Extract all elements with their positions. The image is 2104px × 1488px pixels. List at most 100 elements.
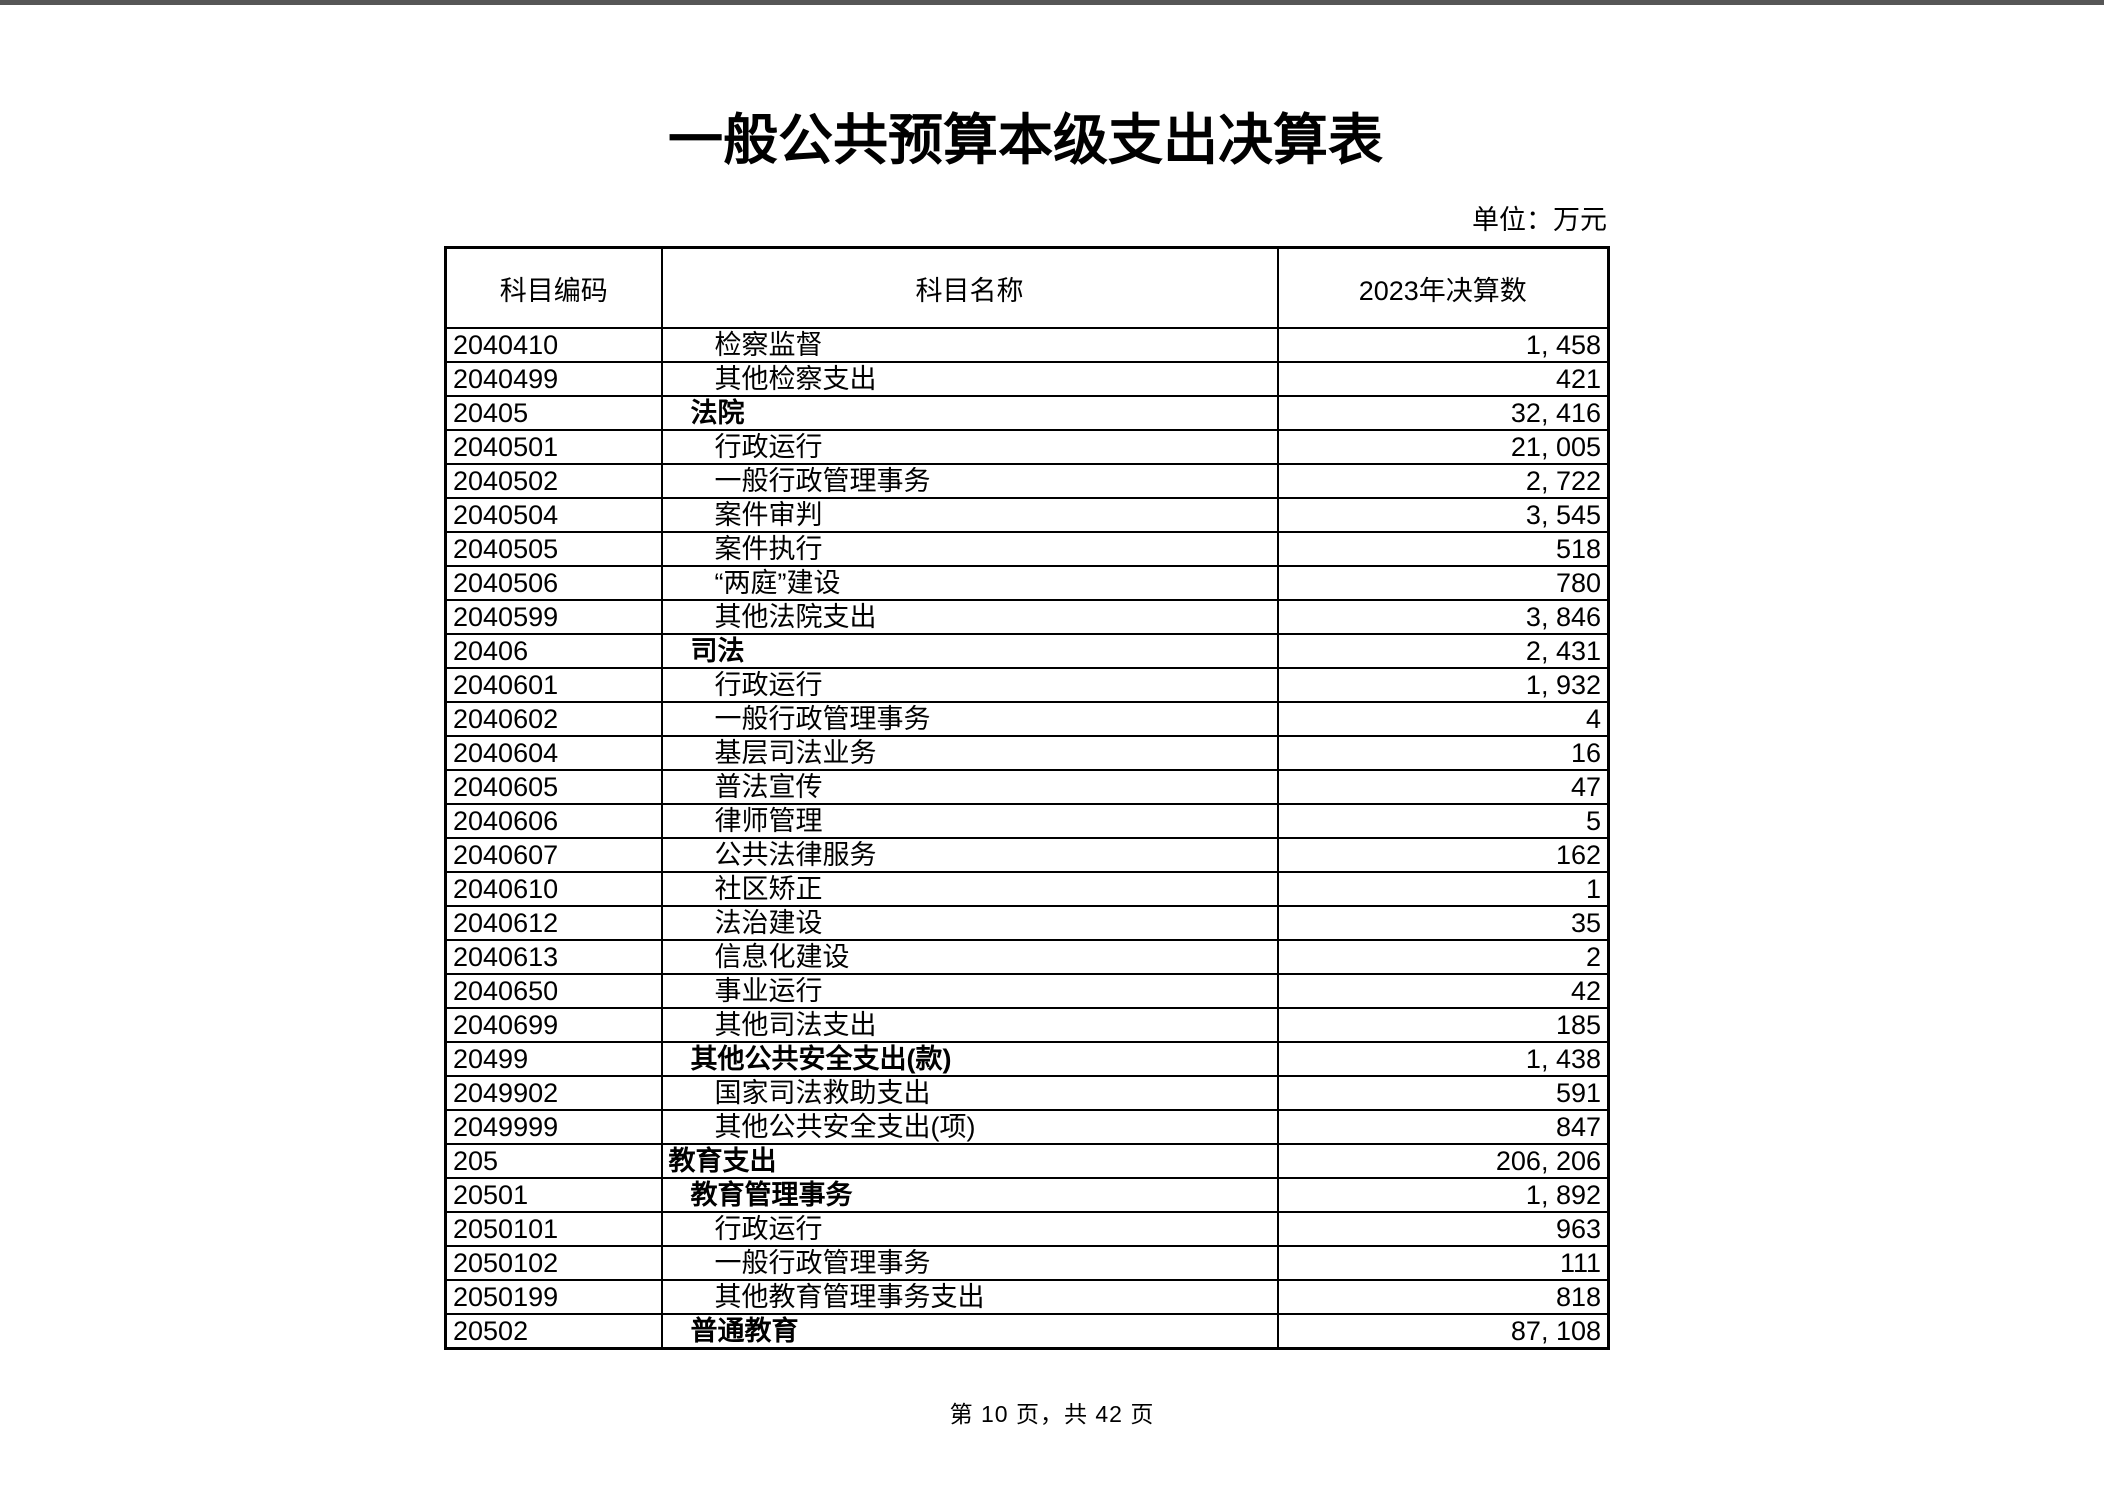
amount-cell: 21, 005	[1276, 429, 1610, 465]
table-row: 2040502 一般行政管理事务 2, 722	[444, 463, 1610, 499]
subject-code-cell: 2040505	[444, 531, 663, 567]
subject-code-cell: 2040602	[444, 701, 663, 737]
amount-cell: 1, 932	[1276, 667, 1610, 703]
table-header-row: 科目编码 科目名称 2023年决算数	[444, 246, 1610, 329]
subject-name-cell: 行政运行	[660, 1211, 1279, 1247]
table-row: 2040499 其他检察支出 421	[444, 361, 1610, 397]
unit-label: 单位：万元	[1472, 205, 1607, 235]
table-row: 2040612 法治建设 35	[444, 905, 1610, 941]
page-number-footer: 第 10 页，共 42 页	[949, 1401, 1155, 1427]
subject-name-cell: 公共法律服务	[660, 837, 1279, 873]
table-row: 2040650 事业运行 42	[444, 973, 1610, 1009]
subject-name-cell: 信息化建设	[660, 939, 1279, 975]
subject-name-cell: 教育支出	[660, 1143, 1279, 1179]
subject-name-cell: 其他公共安全支出(项)	[660, 1109, 1279, 1145]
amount-cell: 1	[1276, 871, 1610, 907]
amount-cell: 847	[1276, 1109, 1610, 1145]
amount-cell: 2	[1276, 939, 1610, 975]
table-row: 205 教育支出 206, 206	[444, 1143, 1610, 1179]
subject-code-cell: 2040612	[444, 905, 663, 941]
table-row: 2040606 律师管理 5	[444, 803, 1610, 839]
subject-name-cell: 普通教育	[660, 1313, 1279, 1350]
subject-name-cell: 其他检察支出	[660, 361, 1279, 397]
subject-code-cell: 2040604	[444, 735, 663, 771]
subject-code-cell: 2040499	[444, 361, 663, 397]
subject-name-cell: 国家司法救助支出	[660, 1075, 1279, 1111]
table-row: 2040602 一般行政管理事务 4	[444, 701, 1610, 737]
subject-name-cell: 其他司法支出	[660, 1007, 1279, 1043]
amount-cell: 162	[1276, 837, 1610, 873]
amount-cell: 4	[1276, 701, 1610, 737]
page-title: 一般公共预算本级支出决算表	[667, 109, 1383, 171]
subject-name-cell: 其他法院支出	[660, 599, 1279, 635]
table-row: 2049999 其他公共安全支出(项) 847	[444, 1109, 1610, 1145]
subject-code-cell: 2040599	[444, 599, 663, 635]
subject-name-cell: 法院	[660, 395, 1279, 431]
column-header-subject-name: 科目名称	[660, 246, 1279, 329]
subject-name-cell: 其他公共安全支出(款)	[660, 1041, 1279, 1077]
subject-code-cell: 2040601	[444, 667, 663, 703]
amount-cell: 206, 206	[1276, 1143, 1610, 1179]
table-row: 20406 司法 2, 431	[444, 633, 1610, 669]
subject-name-cell: 普法宣传	[660, 769, 1279, 805]
amount-cell: 780	[1276, 565, 1610, 601]
table-row: 20502 普通教育 87, 108	[444, 1313, 1610, 1350]
amount-cell: 1, 438	[1276, 1041, 1610, 1077]
amount-cell: 1, 892	[1276, 1177, 1610, 1213]
subject-name-cell: 基层司法业务	[660, 735, 1279, 771]
table-row: 2050101 行政运行 963	[444, 1211, 1610, 1247]
amount-cell: 35	[1276, 905, 1610, 941]
subject-name-cell: 社区矫正	[660, 871, 1279, 907]
subject-code-cell: 2040504	[444, 497, 663, 533]
amount-cell: 47	[1276, 769, 1610, 805]
table-row: 2040505 案件执行 518	[444, 531, 1610, 567]
subject-code-cell: 2049902	[444, 1075, 663, 1111]
table-row: 2040607 公共法律服务 162	[444, 837, 1610, 873]
subject-code-cell: 205	[444, 1143, 663, 1179]
table-row: 2040410 检察监督 1, 458	[444, 327, 1610, 363]
subject-code-cell: 2040410	[444, 327, 663, 363]
table-header: 科目编码 科目名称 2023年决算数	[444, 246, 1610, 329]
amount-cell: 818	[1276, 1279, 1610, 1315]
subject-code-cell: 2040699	[444, 1007, 663, 1043]
subject-name-cell: “两庭”建设	[660, 565, 1279, 601]
amount-cell: 5	[1276, 803, 1610, 839]
subject-name-cell: 一般行政管理事务	[660, 463, 1279, 499]
subject-code-cell: 2040613	[444, 939, 663, 975]
column-header-amount-2023: 2023年决算数	[1276, 246, 1610, 329]
subject-code-cell: 2040650	[444, 973, 663, 1009]
column-header-subject-code: 科目编码	[444, 246, 663, 329]
amount-cell: 111	[1276, 1245, 1610, 1281]
budget-table: 科目编码 科目名称 2023年决算数 2040410 检察监督 1, 458 2040…	[444, 246, 1610, 1350]
table-row: 2040613 信息化建设 2	[444, 939, 1610, 975]
subject-code-cell: 2049999	[444, 1109, 663, 1145]
amount-cell: 87, 108	[1276, 1313, 1610, 1350]
table-row: 2050199 其他教育管理事务支出 818	[444, 1279, 1610, 1315]
subject-name-cell: 案件执行	[660, 531, 1279, 567]
table-row: 20499 其他公共安全支出(款) 1, 438	[444, 1041, 1610, 1077]
subject-name-cell: 检察监督	[660, 327, 1279, 363]
table-row: 2040605 普法宣传 47	[444, 769, 1610, 805]
amount-cell: 3, 545	[1276, 497, 1610, 533]
subject-code-cell: 2040502	[444, 463, 663, 499]
amount-cell: 963	[1276, 1211, 1610, 1247]
amount-cell: 3, 846	[1276, 599, 1610, 635]
table-row: 2040506 “两庭”建设 780	[444, 565, 1610, 601]
table-row: 2040699 其他司法支出 185	[444, 1007, 1610, 1043]
subject-code-cell: 20502	[444, 1313, 663, 1350]
table-row: 2040610 社区矫正 1	[444, 871, 1610, 907]
subject-code-cell: 20501	[444, 1177, 663, 1213]
amount-cell: 1, 458	[1276, 327, 1610, 363]
table-row: 2040601 行政运行 1, 932	[444, 667, 1610, 703]
document-content: 一般公共预算本级支出决算表 单位：万元 科目编码 科目名称 2023年决算数 2…	[444, 5, 1610, 1350]
table-row: 20501 教育管理事务 1, 892	[444, 1177, 1610, 1213]
amount-cell: 2, 722	[1276, 463, 1610, 499]
subject-code-cell: 2050101	[444, 1211, 663, 1247]
subject-name-cell: 司法	[660, 633, 1279, 669]
subject-name-cell: 律师管理	[660, 803, 1279, 839]
table-row: 2040504 案件审判 3, 545	[444, 497, 1610, 533]
amount-cell: 591	[1276, 1075, 1610, 1111]
subject-code-cell: 2040501	[444, 429, 663, 465]
subject-code-cell: 2040610	[444, 871, 663, 907]
